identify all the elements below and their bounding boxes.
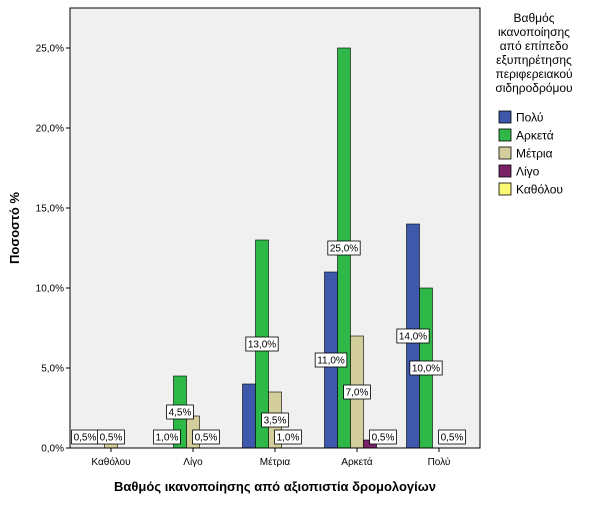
data-label-text: 0,5% — [74, 433, 97, 444]
data-label: 7,0% — [343, 384, 371, 400]
y-tick-label: 25,0% — [36, 44, 64, 55]
data-label-box — [166, 404, 194, 420]
legend-item-label: Καθόλου — [516, 183, 563, 197]
y-tick-label: 5,0% — [41, 364, 64, 375]
legend-title-line: περιφερειακού — [495, 67, 572, 81]
data-label-box — [97, 429, 125, 445]
y-tick-label: 15,0% — [36, 204, 64, 215]
legend-item-label: Μέτρια — [516, 147, 553, 161]
y-axis-title: Ποσοστό % — [7, 192, 22, 264]
legend-swatch — [498, 164, 512, 178]
data-label-text: 10,0% — [412, 364, 440, 375]
data-label-text: 0,5% — [195, 433, 218, 444]
data-label-text: 1,0% — [277, 433, 300, 444]
data-label-box — [396, 328, 430, 344]
x-tick-label: Λίγο — [183, 456, 203, 468]
y-tick-label: 10,0% — [36, 284, 64, 295]
data-label-text: 25,0% — [330, 244, 358, 255]
legend-title-line: εξυπηρέτησης — [496, 53, 572, 67]
data-label: 10,0% — [409, 360, 443, 376]
legend-title-line: Βαθμός — [514, 11, 555, 25]
legend-item-label: Αρκετά — [516, 129, 554, 143]
x-axis-title: Βαθμός ικανοποίησης από αξιοπιστία δρομο… — [114, 479, 436, 494]
x-tick-label: Καθόλου — [91, 456, 130, 468]
data-label-text: 3,5% — [264, 416, 287, 427]
data-label-box — [192, 429, 220, 445]
legend-title-line: ικανοποίησης — [498, 25, 570, 39]
data-label-box — [153, 429, 181, 445]
data-label-text: 14,0% — [399, 332, 427, 343]
bar — [242, 383, 256, 449]
data-label-box — [327, 240, 361, 256]
data-label: 4,5% — [166, 404, 194, 420]
x-axis: Καθόλου Λίγο Μέτρια Αρκετά Πολύ — [70, 447, 480, 468]
data-label: 13,0% — [245, 336, 279, 352]
data-label-box — [261, 412, 289, 428]
legend-item-label: Λίγο — [516, 165, 540, 179]
data-label: 0,5% — [97, 429, 125, 445]
legend-swatch — [498, 182, 512, 196]
data-label-text: 1,0% — [156, 433, 179, 444]
data-label-text: 0,5% — [441, 433, 464, 444]
data-label-text: 4,5% — [169, 408, 192, 419]
x-tick-label: Πολύ — [428, 456, 451, 468]
data-label: 0,5% — [369, 429, 397, 445]
data-label: 11,0% — [314, 352, 348, 368]
data-label-text: 0,5% — [372, 433, 395, 444]
data-labels-layer: 0,5% 0,5% 1,0%4,5%0,5%13,0%3,5%1,0%11,0%25… — [71, 240, 466, 445]
data-label-text: 13,0% — [248, 340, 276, 351]
data-label-box — [438, 429, 466, 445]
x-tick-label: Μέτρια — [260, 456, 291, 468]
y-axis: 0,0% 5,0% 10,0% 15,0% 20,0% 25,0% — [36, 8, 71, 455]
data-label-text: 11,0% — [317, 356, 345, 367]
data-label-box — [409, 360, 443, 376]
legend-swatch — [498, 128, 512, 142]
data-label: 0,5% — [71, 429, 99, 445]
legend-swatch — [498, 146, 512, 160]
data-label-text: 7,0% — [346, 388, 369, 399]
legend-title-line: από επίπεδο — [500, 39, 569, 53]
data-label-box — [245, 336, 279, 352]
data-label: 1,0% — [274, 429, 302, 445]
data-label-box — [369, 429, 397, 445]
data-label: 3,5% — [261, 412, 289, 428]
legend-item-label: Πολύ — [516, 111, 543, 125]
legend-title-line: σιδηροδρόμου — [495, 81, 572, 95]
data-label-box — [274, 429, 302, 445]
data-label-text: 0,5% — [100, 433, 123, 444]
data-label: 25,0% — [327, 240, 361, 256]
data-label-box — [314, 352, 348, 368]
data-label: 14,0% — [396, 328, 430, 344]
data-label: 1,0% — [153, 429, 181, 445]
y-tick-label: 0,0% — [41, 444, 64, 455]
data-label: 0,5% — [438, 429, 466, 445]
data-label-box — [343, 384, 371, 400]
legend-swatch — [498, 110, 512, 124]
y-tick-label: 20,0% — [36, 124, 64, 135]
data-label: 0,5% — [192, 429, 220, 445]
x-tick-label: Αρκετά — [341, 456, 373, 468]
